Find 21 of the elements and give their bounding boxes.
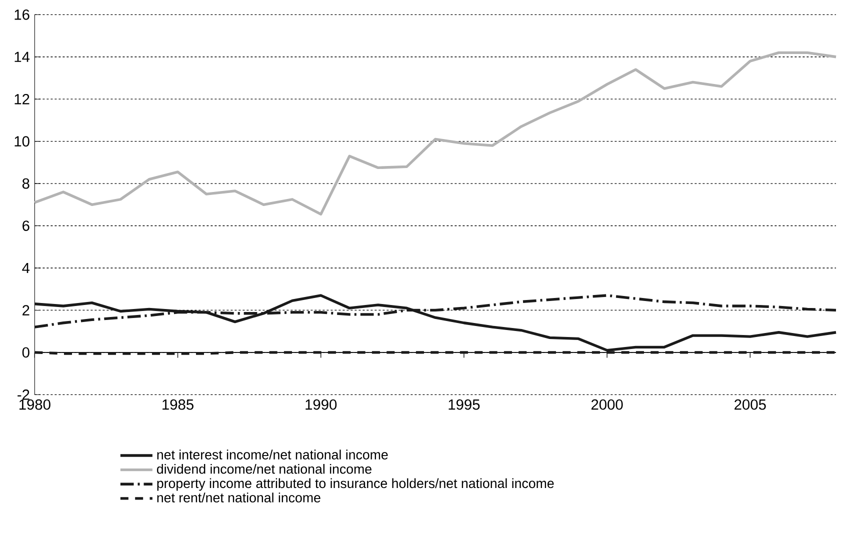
y-tick-label: 6 xyxy=(22,220,30,231)
legend-label: property income attributed to insurance holders/net national income xyxy=(157,478,554,491)
legend-label: net interest income/net national income xyxy=(157,450,388,460)
y-tick-label: 12 xyxy=(14,94,30,104)
legend-label: dividend income/net national income xyxy=(156,464,372,474)
x-tick-label: 1985 xyxy=(162,399,194,410)
y-tick-label: -2 xyxy=(18,390,30,400)
x-tick-label: 2000 xyxy=(591,399,623,410)
legend-label: net rent/net national income xyxy=(157,492,320,502)
y-tick-label: 10 xyxy=(14,136,30,147)
y-tick-label: 0 xyxy=(22,347,30,358)
y-tick-label: 4 xyxy=(22,262,30,274)
x-tick-label: 2005 xyxy=(734,399,766,410)
y-tick-label: 14 xyxy=(14,52,30,62)
x-tick-label: 1995 xyxy=(448,399,480,410)
y-tick-label: 16 xyxy=(14,9,30,20)
x-tick-label: 1980 xyxy=(19,399,50,410)
line-series xyxy=(33,51,838,216)
y-tick-label: 8 xyxy=(22,178,30,189)
y-tick-label: 2 xyxy=(22,305,30,316)
x-tick-label: 1990 xyxy=(306,399,337,410)
